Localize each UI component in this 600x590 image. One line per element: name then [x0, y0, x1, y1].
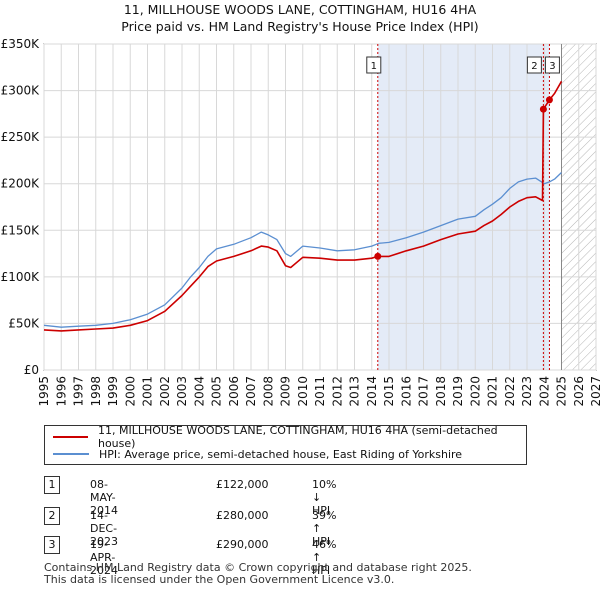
x-tick-label: 1997: [72, 376, 86, 407]
x-tick-label: 2021: [486, 376, 500, 407]
sale-hpi-diff: 46% ↑ HPI: [312, 538, 337, 577]
sale-period-shade: [377, 44, 550, 370]
sale-price: £280,000: [216, 509, 269, 522]
y-tick-label: £350K: [1, 37, 41, 51]
sale-date: 14-DEC-2023: [90, 509, 118, 548]
y-tick-label: £200K: [1, 177, 41, 191]
sale-label-frame: [526, 56, 542, 74]
sale-marker-3: 3: [44, 536, 60, 554]
x-tick-label: 1995: [37, 376, 51, 407]
y-tick-label: £50K: [8, 316, 40, 330]
x-tick-label: 2017: [417, 376, 431, 407]
x-tick-label: 2005: [210, 376, 224, 407]
sale-date: 08-MAY-2014: [90, 478, 118, 517]
x-tick-label: 2002: [158, 376, 172, 407]
x-tick-label: 2015: [382, 376, 396, 407]
x-tick-label: 1998: [89, 376, 103, 407]
x-tick-label: 1996: [54, 376, 68, 407]
legend-swatch-property: [53, 436, 88, 438]
x-tick-label: 2008: [261, 376, 275, 407]
x-tick-label: 2018: [434, 376, 448, 407]
x-tick-label: 2011: [313, 376, 327, 407]
x-tick-label: 2023: [520, 376, 534, 407]
x-tick-label: 2013: [348, 376, 362, 407]
sale-label-frame: [544, 56, 560, 74]
x-tick-label: 2024: [537, 376, 551, 407]
sale-date: 19-APR-2024: [90, 538, 118, 577]
x-tick-label: 2007: [244, 376, 258, 407]
x-tick-label: 2020: [468, 376, 482, 407]
sale-price: £290,000: [216, 538, 269, 551]
footer-copyright: Contains HM Land Registry data © Crown c…: [44, 561, 472, 574]
x-tick-label: 2012: [330, 376, 344, 407]
x-tick-label: 2022: [503, 376, 517, 407]
sale-label-box: 3: [544, 56, 560, 74]
sale-hpi-diff: 39% ↑ HPI: [312, 509, 337, 548]
x-tick-label: 2009: [279, 376, 293, 407]
legend-item-hpi: HPI: Average price, semi-detached house,…: [53, 446, 462, 462]
x-tick-label: 2003: [175, 376, 189, 407]
sale-label-frame: [366, 56, 382, 74]
legend: 11, MILLHOUSE WOODS LANE, COTTINGHAM, HU…: [44, 424, 527, 465]
y-tick-label: £0: [24, 363, 39, 377]
x-tick-label: 2019: [451, 376, 465, 407]
x-tick-label: 2014: [365, 376, 379, 407]
sale-marker-1: 1: [44, 476, 60, 494]
sale-point: [545, 96, 553, 104]
sale-label-box: 1: [366, 56, 382, 74]
sale-point: [374, 252, 382, 260]
x-tick-label: 2001: [141, 376, 155, 407]
y-tick-label: £150K: [1, 223, 41, 237]
x-tick-label: 1999: [106, 376, 120, 407]
x-tick-label: 2026: [572, 376, 586, 407]
sale-label-text: 2: [531, 61, 537, 72]
legend-label-property: 11, MILLHOUSE WOODS LANE, COTTINGHAM, HU…: [97, 424, 498, 450]
y-tick-label: £100K: [1, 270, 41, 284]
y-tick-label: £300K: [1, 84, 41, 98]
x-tick-label: 2025: [555, 376, 569, 407]
sale-label-text: 3: [549, 61, 555, 72]
x-tick-label: 2010: [296, 376, 310, 407]
sale-label-box: 2: [526, 56, 542, 74]
x-tick-label: 2004: [192, 376, 206, 407]
hpi-series-line: [43, 172, 562, 328]
sale-price: £122,000: [216, 478, 269, 491]
x-tick-label: 2016: [399, 376, 413, 407]
sale-marker-2: 2: [44, 507, 60, 525]
property-series-line: [43, 80, 563, 332]
footer-licence: This data is licensed under the Open Gov…: [44, 573, 395, 586]
x-tick-label: 2000: [123, 376, 137, 407]
sale-hpi-diff: 10% ↓ HPI: [312, 478, 337, 517]
y-tick-label: £250K: [1, 130, 41, 144]
chart-subtitle: Price paid vs. HM Land Registry's House …: [121, 19, 479, 34]
legend-swatch-hpi: [53, 453, 89, 455]
legend-item-property: 11, MILLHOUSE WOODS LANE, COTTINGHAM, HU…: [53, 424, 526, 450]
sale-point: [539, 105, 547, 113]
x-tick-label: 2006: [227, 376, 241, 407]
x-tick-label: 2027: [589, 376, 600, 407]
price-chart: 1 2 3 £0 £50K £100K £150K £200K £250K £300K £350K 1…: [1, 37, 600, 407]
legend-label-hpi: HPI: Average price, semi-detached house,…: [99, 447, 463, 461]
sale-label-text: 1: [371, 61, 377, 72]
chart-title: 11, MILLHOUSE WOODS LANE, COTTINGHAM, HU…: [123, 2, 477, 17]
